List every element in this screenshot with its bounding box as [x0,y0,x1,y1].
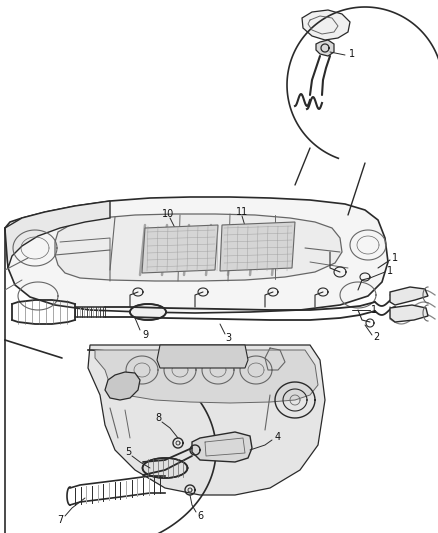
Text: 9: 9 [142,330,148,340]
Polygon shape [105,372,140,400]
Polygon shape [5,201,110,268]
Polygon shape [302,10,350,40]
Text: 6: 6 [197,511,203,521]
Text: 3: 3 [225,333,231,343]
Polygon shape [142,225,218,273]
Text: 10: 10 [162,209,174,219]
Polygon shape [220,222,295,271]
Polygon shape [5,197,388,313]
Polygon shape [192,432,252,462]
Polygon shape [390,287,428,305]
Polygon shape [157,345,248,368]
Polygon shape [88,345,325,495]
Text: 1: 1 [349,49,355,59]
Ellipse shape [130,304,166,320]
Text: 11: 11 [236,207,248,217]
Text: 1: 1 [371,305,377,315]
Text: 8: 8 [155,413,161,423]
Text: 5: 5 [125,447,131,457]
Polygon shape [95,350,318,403]
Text: 7: 7 [57,515,63,525]
Polygon shape [55,214,342,281]
Polygon shape [390,305,428,322]
Ellipse shape [142,458,187,478]
Text: 2: 2 [373,332,379,342]
Polygon shape [316,40,334,56]
Text: 4: 4 [275,432,281,442]
Text: 1: 1 [392,253,398,263]
Text: 1: 1 [387,266,393,276]
